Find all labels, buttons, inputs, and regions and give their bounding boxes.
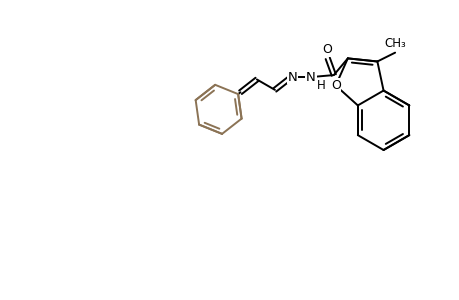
Text: O: O (330, 79, 340, 92)
Text: CH₃: CH₃ (383, 37, 405, 50)
Text: O: O (321, 43, 331, 56)
Text: H: H (316, 79, 325, 92)
Text: N: N (287, 70, 297, 84)
Text: N: N (306, 70, 315, 84)
